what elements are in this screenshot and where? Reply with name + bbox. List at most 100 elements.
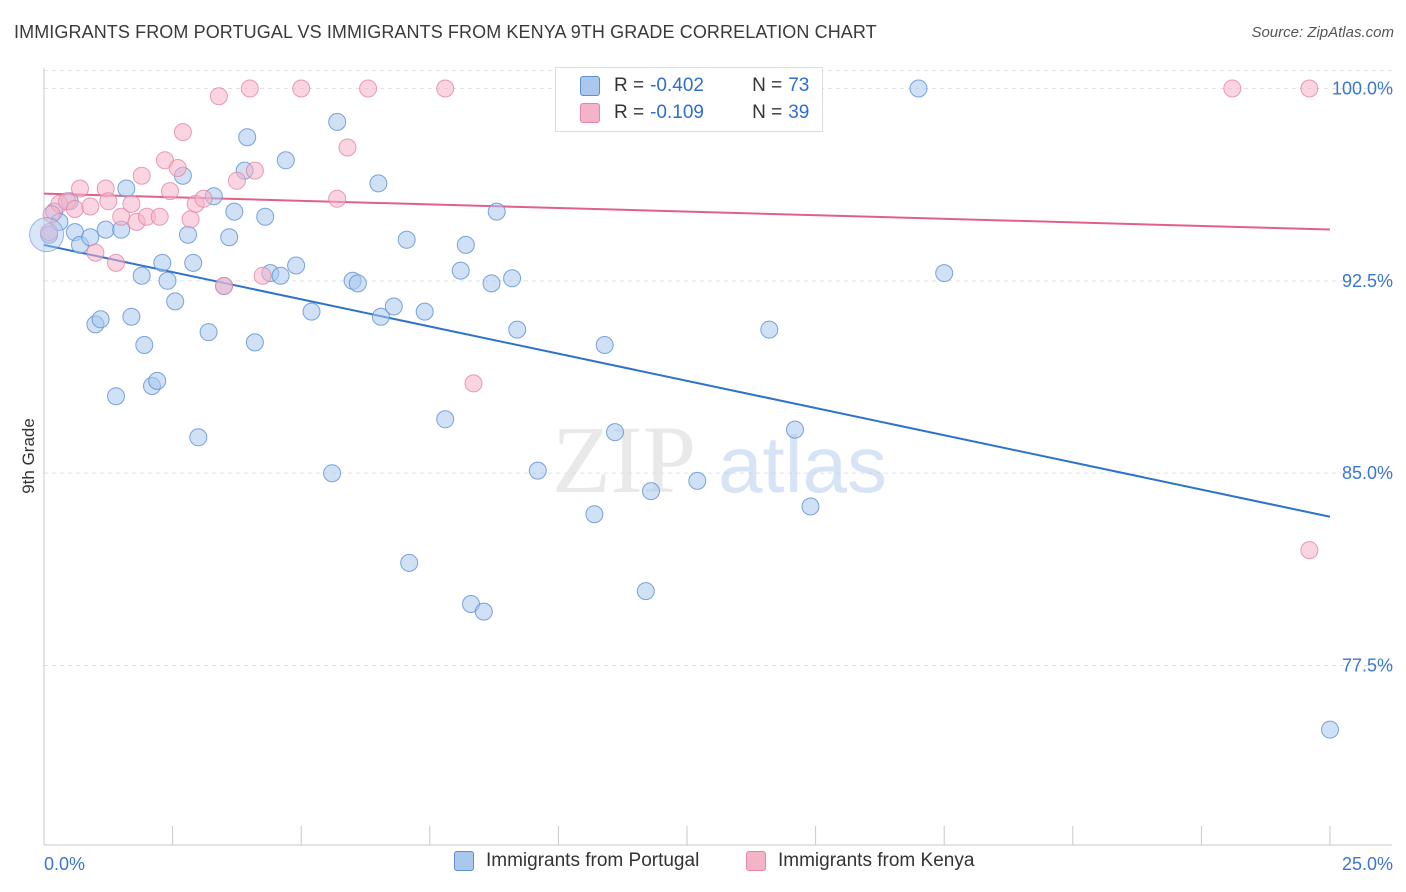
data-point-portugal [184, 253, 203, 272]
y-tick-label: 92.5% [1342, 271, 1393, 291]
data-point-portugal [487, 202, 506, 221]
data-point-portugal [688, 471, 707, 490]
data-point-portugal [801, 497, 820, 516]
chart-title: IMMIGRANTS FROM PORTUGAL VS IMMIGRANTS F… [14, 22, 877, 42]
data-point-portugal [348, 274, 367, 293]
data-point-portugal [81, 228, 100, 247]
y-tick-label: 100.0% [1332, 79, 1393, 99]
data-point-portugal [199, 323, 218, 342]
data-point-portugal [384, 297, 403, 316]
data-points [29, 79, 1339, 739]
stats-box: R = -0.402 N = 73 R = -0.109 N = 39 [555, 67, 823, 132]
data-point-portugal [528, 461, 547, 480]
stats-swatch-kenya [580, 103, 600, 123]
data-point-portugal [135, 336, 154, 354]
axes [43, 68, 1392, 846]
data-point-kenya [122, 194, 141, 213]
source-label: Source: ZipAtlas.com [1251, 24, 1394, 41]
data-point-kenya [86, 243, 105, 262]
data-point-portugal [158, 271, 177, 290]
data-point-portugal [220, 228, 239, 247]
data-point-portugal [909, 79, 928, 98]
trend-lines [43, 192, 1331, 518]
data-point-kenya [194, 189, 213, 208]
data-point-portugal [122, 307, 141, 326]
data-point-portugal [256, 207, 275, 226]
data-point-portugal [482, 274, 501, 293]
tick-labels: 100.0% 92.5% 85.0% 77.5% 0.0% 25.0% [43, 79, 1393, 874]
data-point-portugal [456, 235, 475, 254]
data-point-portugal [595, 336, 614, 354]
data-point-kenya [81, 197, 100, 216]
data-point-portugal [760, 320, 779, 339]
data-point-portugal [166, 292, 185, 311]
data-point-kenya [1300, 541, 1319, 560]
watermark-atlas: atlas [718, 420, 887, 509]
data-point-kenya [168, 159, 187, 177]
data-point-portugal [245, 333, 264, 352]
watermark: ZIP atlas [552, 406, 887, 513]
grid-lines [44, 70, 1392, 666]
data-point-portugal [474, 602, 493, 621]
data-point-portugal [96, 220, 115, 239]
x-tick-label: 25.0% [1342, 854, 1393, 874]
data-point-portugal [91, 310, 110, 329]
data-point-portugal [276, 151, 295, 170]
trend-line-portugal [43, 243, 1331, 518]
data-point-portugal [287, 256, 306, 275]
data-point-kenya [359, 79, 378, 98]
data-point-kenya [328, 189, 347, 208]
data-point-cluster [29, 217, 65, 253]
data-point-kenya [181, 210, 200, 229]
data-point-kenya [65, 200, 84, 218]
data-point-portugal [323, 464, 342, 483]
stats-r-value: -0.109 [650, 102, 704, 123]
data-point-portugal [148, 371, 167, 390]
data-point-kenya [150, 207, 169, 226]
y-axis-title: 9th Grade [19, 418, 38, 494]
stats-r-label: R = [614, 102, 645, 123]
stats-row-portugal: R = -0.402 N = 73 [580, 73, 809, 99]
data-point-portugal [271, 266, 290, 285]
data-point-portugal [451, 261, 470, 280]
data-point-kenya [107, 253, 125, 272]
data-point-portugal [503, 269, 522, 288]
data-point-portugal [786, 420, 804, 439]
stats-n-label: N = [752, 102, 783, 123]
data-point-portugal [238, 128, 257, 147]
stats-n-label: N = [752, 75, 783, 96]
x-tick-label: 0.0% [44, 854, 85, 874]
data-point-portugal [117, 179, 136, 198]
data-point-portugal [328, 112, 347, 131]
data-point-kenya [161, 182, 179, 201]
data-point-kenya [436, 79, 455, 98]
data-point-portugal [636, 582, 655, 601]
data-point-portugal [302, 302, 321, 321]
data-point-portugal [1321, 720, 1339, 739]
data-point-portugal [179, 225, 197, 244]
data-point-kenya [209, 87, 228, 106]
data-point-portugal [642, 482, 660, 501]
stats-r-value: -0.402 [650, 75, 704, 96]
data-point-portugal [371, 307, 390, 326]
data-point-kenya [99, 192, 118, 211]
data-point-portugal [935, 264, 954, 283]
data-point-portugal [400, 553, 419, 572]
data-point-kenya [40, 223, 59, 242]
data-point-kenya [42, 205, 61, 224]
legend-item-kenya[interactable]: Immigrants from Kenya [746, 850, 974, 872]
legend-label-kenya: Immigrants from Kenya [778, 850, 975, 871]
trend-line-kenya [43, 192, 1331, 231]
data-point-portugal [397, 230, 416, 249]
legend: Immigrants from Portugal Immigrants from… [0, 850, 1406, 880]
data-point-kenya [253, 266, 272, 285]
data-point-portugal [606, 423, 624, 442]
stats-swatch-portugal [580, 76, 600, 96]
data-point-portugal [107, 387, 125, 406]
legend-item-portugal[interactable]: Immigrants from Portugal [454, 850, 699, 872]
legend-swatch-portugal [454, 851, 474, 871]
legend-swatch-kenya [746, 851, 766, 871]
data-point-portugal [585, 505, 604, 524]
stats-n-value: 73 [788, 75, 810, 96]
